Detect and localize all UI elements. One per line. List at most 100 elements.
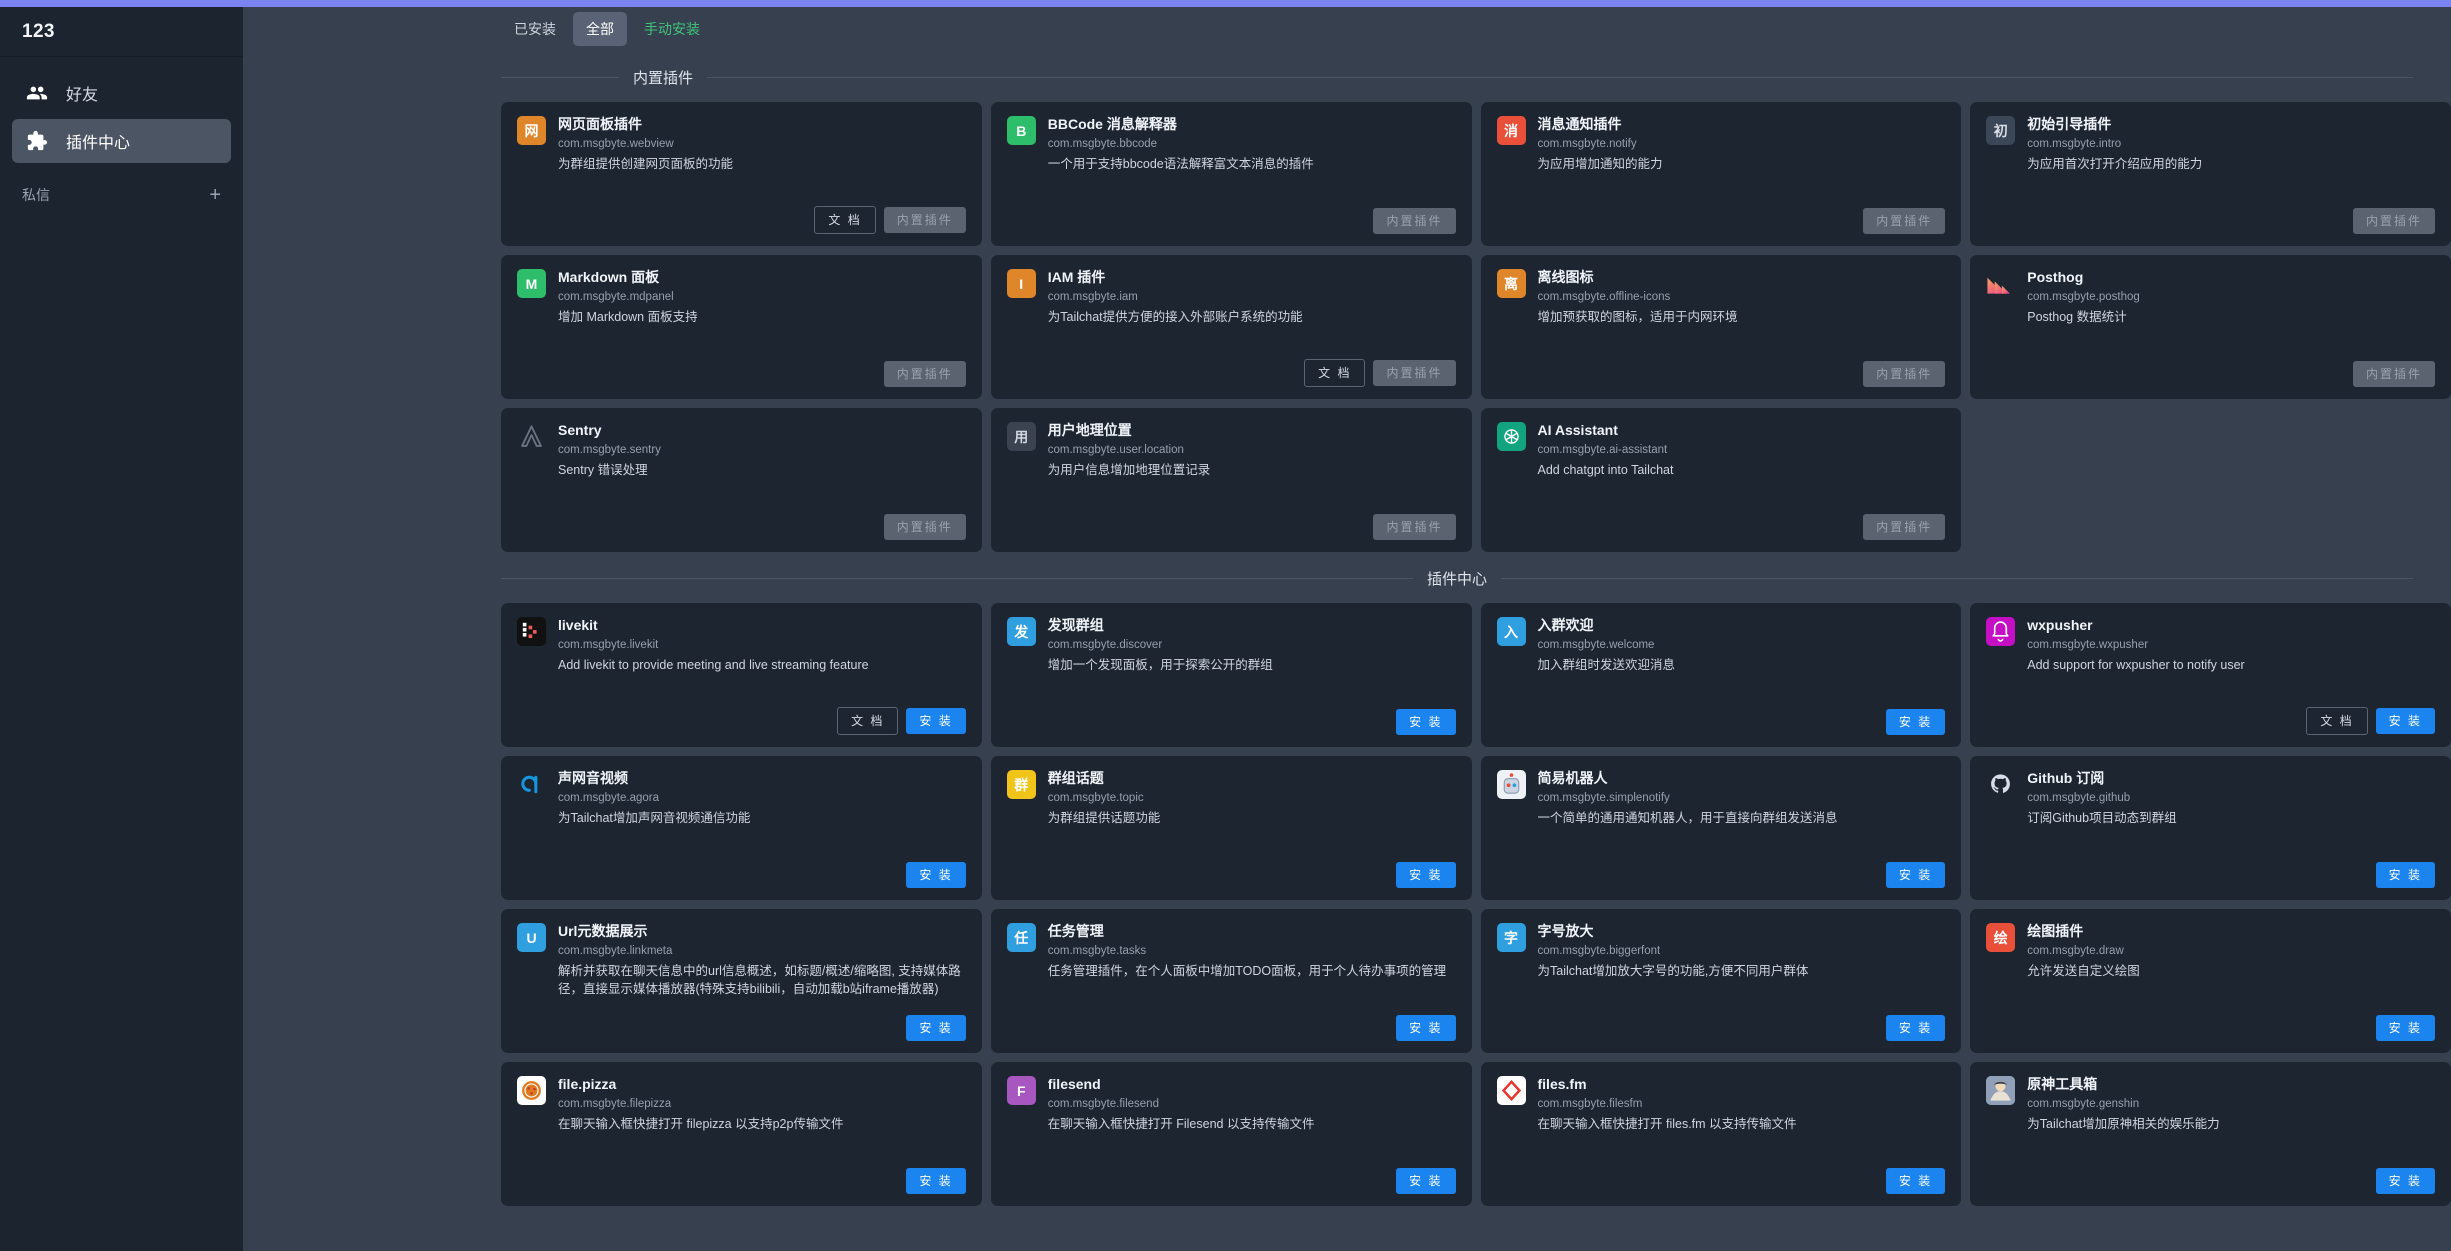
plugin-card[interactable]: Posthog com.msgbyte.posthog Posthog 数据统计 内置… (1970, 255, 2451, 399)
install-button[interactable]: 安 装 (1396, 708, 1456, 735)
plugin-letter-icon: 发 (1006, 617, 1036, 646)
plugin-card[interactable]: 离离线图标 com.msgbyte.offline-icons 增加预获取的图标，适… (1480, 255, 1962, 399)
builtin-plugin-badge-button: 内置插件 (883, 513, 966, 540)
tab-1[interactable]: 全部 (573, 12, 627, 46)
builtin-plugin-badge-button: 内置插件 (1863, 207, 1946, 234)
plugin-card-actions: 文 档安 装 (1986, 697, 2435, 735)
plugin-card[interactable]: 入入群欢迎 com.msgbyte.welcome 加入群组时发送欢迎消息安 装 (1480, 603, 1962, 747)
install-button[interactable]: 安 装 (906, 861, 966, 888)
plugin-description: Add livekit to provide meeting and live … (558, 658, 869, 673)
docs-button[interactable]: 文 档 (1304, 358, 1366, 387)
plugin-package-id: com.msgbyte.mdpanel (558, 290, 674, 303)
plugin-card-actions: 安 装 (1986, 1005, 2435, 1041)
plugin-card-text: 任务管理 com.msgbyte.tasks 任务管理插件，在个人面板中增加TODO… (1048, 923, 1456, 980)
top-accent-strip (0, 0, 2451, 7)
sidebar-item-friends[interactable]: 好友 (12, 71, 231, 115)
plugin-package-id: com.msgbyte.filepizza (558, 1097, 672, 1110)
plugin-description: 为应用增加通知的能力 (1537, 157, 1663, 172)
plugin-card-header: Sentry com.msgbyte.sentry Sentry 错误处理 (517, 422, 966, 479)
plugin-card[interactable]: files.fm com.msgbyte.filesfm 在聊天输入框快捷打开 fi… (1480, 1062, 1962, 1206)
plugin-card-actions: 安 装 (1007, 852, 1456, 888)
plugin-card[interactable]: wxpusher com.msgbyte.wxpusher Add support … (1970, 603, 2451, 747)
plugin-card[interactable]: 任任务管理 com.msgbyte.tasks 任务管理插件，在个人面板中增加TOD… (990, 909, 1472, 1053)
plugin-card[interactable]: 网网页面板插件 com.msgbyte.webview 为群组提供创建网页面板的功能… (501, 102, 982, 246)
install-button[interactable]: 安 装 (2375, 1167, 2435, 1194)
add-direct-message-icon[interactable]: + (209, 184, 221, 206)
install-button[interactable]: 安 装 (906, 1014, 966, 1041)
plugin-letter-icon: F (1006, 1076, 1036, 1105)
section-rule-right (707, 77, 2413, 78)
plugin-card-actions: 内置插件 (517, 504, 966, 540)
plugin-letter-icon: B (1006, 116, 1036, 145)
install-button[interactable]: 安 装 (2375, 861, 2435, 888)
install-button[interactable]: 安 装 (1396, 1167, 1456, 1194)
plugin-description: 允许发送自定义绘图 (2027, 964, 2140, 979)
plugin-description: 在聊天输入框快捷打开 Filesend 以支持传输文件 (1047, 1117, 1315, 1132)
plugin-card[interactable]: 消消息通知插件 com.msgbyte.notify 为应用增加通知的能力 内置插件 (1480, 102, 1962, 246)
sidebar-item-plugin-center[interactable]: 插件中心 (12, 119, 231, 163)
install-button[interactable]: 安 装 (1885, 1167, 1946, 1194)
plugin-card[interactable]: B BBCode 消息解释器 com.msgbyte.bbcode 一个用于支持bbc… (990, 102, 1472, 246)
plugin-card[interactable]: 发发现群组 com.msgbyte.discover 增加一个发现面板，用于探索公开… (990, 603, 1472, 747)
plugin-card-header: 原神工具箱 com.msgbyte.genshin 为Tailchat增加原神相关的… (1986, 1076, 2435, 1133)
plugin-description: Add chatgpt into Tailchat (1537, 463, 1674, 478)
plugin-card-text: BBCode 消息解释器 com.msgbyte.bbcode 一个用于支持bbco… (1048, 116, 1456, 173)
plugin-card[interactable]: U Url元数据展示 com.msgbyte.linkmeta 解析并获取在聊天信息中… (501, 909, 982, 1053)
plugin-card[interactable]: 群群组话题 com.msgbyte.topic 为群组提供话题功能安 装 (990, 756, 1472, 900)
plugin-name: 任务管理 (1047, 923, 1104, 939)
plugin-card[interactable]: Github 订阅 com.msgbyte.github 订阅Github项目动态到… (1970, 756, 2451, 900)
plugin-card-header: 用用户地理位置 com.msgbyte.user.location 为用户信息增加地… (1006, 422, 1456, 479)
install-button[interactable]: 安 装 (1885, 1014, 1946, 1041)
install-button[interactable]: 安 装 (906, 1167, 966, 1194)
plugin-description: 解析并获取在聊天信息中的url信息概述，如标题/概述/缩略图, 支持媒体路径，直… (558, 964, 961, 997)
plugin-card[interactable]: AI Assistant com.msgbyte.ai-assistant Add … (1480, 408, 1962, 552)
plugin-card-text: 原神工具箱 com.msgbyte.genshin 为Tailchat增加原神相关的… (2027, 1076, 2435, 1133)
plugin-name: Github 订阅 (2027, 770, 2105, 786)
plugin-card[interactable]: 绘绘图插件 com.msgbyte.draw 允许发送自定义绘图安 装 (1970, 909, 2451, 1053)
plugin-scroll-area[interactable]: 内置插件 网网页面板插件 com.msgbyte.webview 为群组提供创建网页面… (243, 51, 2451, 1251)
plugin-card-text: Url元数据展示 com.msgbyte.linkmeta 解析并获取在聊天信息中的… (558, 923, 966, 998)
plugin-card[interactable]: 声网音视频 com.msgbyte.agora 为Tailchat增加声网音视频通信… (501, 756, 982, 900)
install-button[interactable]: 安 装 (1396, 1014, 1456, 1041)
plugin-description: 为Tailchat增加放大字号的功能,方便不同用户群体 (1537, 964, 1809, 979)
plugin-description: 订阅Github项目动态到群组 (2027, 811, 2177, 826)
docs-button[interactable]: 文 档 (814, 205, 876, 234)
plugin-card[interactable]: livekit com.msgbyte.livekit Add livekit to… (501, 603, 982, 747)
plugin-card[interactable]: 简易机器人 com.msgbyte.simplenotify 一个简单的通用通知机器… (1480, 756, 1962, 900)
install-button[interactable]: 安 装 (1885, 861, 1946, 888)
plugin-card-actions: 内置插件 (1497, 198, 1946, 234)
plugin-card[interactable]: I IAM 插件 com.msgbyte.iam 为Tailchat提供方便的接入外部… (990, 255, 1472, 399)
plugin-card-actions: 安 装 (1986, 852, 2435, 888)
plugin-card[interactable]: 字字号放大 com.msgbyte.biggerfont 为Tailchat增加放大… (1480, 909, 1962, 1053)
docs-button[interactable]: 文 档 (837, 706, 899, 735)
docs-button[interactable]: 文 档 (2306, 706, 2368, 735)
plugin-card[interactable]: M Markdown 面板 com.msgbyte.mdpanel 增加 Markdo… (501, 255, 982, 399)
plugin-name: 初始引导插件 (2027, 116, 2112, 132)
install-button[interactable]: 安 装 (906, 707, 966, 734)
install-button[interactable]: 安 装 (2375, 707, 2435, 734)
install-button[interactable]: 安 装 (2375, 1014, 2435, 1041)
install-button[interactable]: 安 装 (1396, 861, 1456, 888)
plugin-card-actions: 内置插件 (1986, 351, 2435, 387)
plugin-name: 字号放大 (1537, 923, 1594, 939)
plugin-package-id: com.msgbyte.topic (1047, 791, 1144, 804)
plugin-letter-icon: 群 (1006, 770, 1036, 799)
plugin-card[interactable]: 原神工具箱 com.msgbyte.genshin 为Tailchat增加原神相关的… (1970, 1062, 2451, 1206)
plugin-card[interactable]: file.pizza com.msgbyte.filepizza 在聊天输入框快捷打… (501, 1062, 982, 1206)
plugin-card-header: file.pizza com.msgbyte.filepizza 在聊天输入框快捷打… (517, 1076, 966, 1133)
section-header: 插件中心 (243, 568, 2451, 589)
tab-2[interactable]: 手动安装 (644, 21, 700, 37)
plugin-card-header: files.fm com.msgbyte.filesfm 在聊天输入框快捷打开 fi… (1496, 1076, 1946, 1133)
plugin-card[interactable]: 初初始引导插件 com.msgbyte.intro 为应用首次打开介绍应用的能力 内置… (1970, 102, 2451, 246)
plugin-description: 为群组提供话题功能 (1047, 811, 1161, 826)
plugin-description: 为Tailchat增加原神相关的娱乐能力 (2027, 1117, 2220, 1132)
plugin-card-text: 消息通知插件 com.msgbyte.notify 为应用增加通知的能力 (1538, 116, 1946, 173)
plugin-card-text: 字号放大 com.msgbyte.biggerfont 为Tailchat增加放大字… (1538, 923, 1946, 980)
plugin-card-header: 离离线图标 com.msgbyte.offline-icons 增加预获取的图标，适… (1496, 269, 1946, 326)
install-button[interactable]: 安 装 (1885, 708, 1946, 735)
tab-0[interactable]: 已安装 (514, 21, 556, 37)
plugin-card[interactable]: 用用户地理位置 com.msgbyte.user.location 为用户信息增加地… (990, 408, 1472, 552)
plugin-card[interactable]: Sentry com.msgbyte.sentry Sentry 错误处理内置插件 (501, 408, 982, 552)
